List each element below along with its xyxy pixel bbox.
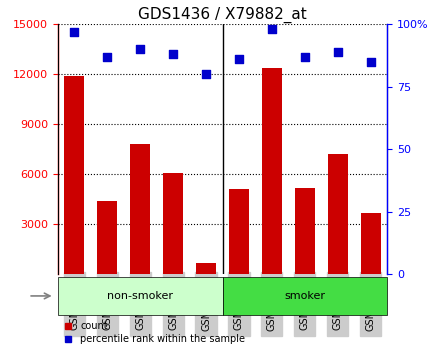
Bar: [196, 263, 216, 275]
Point: [202, 71, 210, 77]
Bar: [328, 154, 348, 275]
Point: [137, 47, 144, 52]
Point: [268, 27, 275, 32]
Title: GDS1436 / X79882_at: GDS1436 / X79882_at: [138, 7, 307, 23]
FancyBboxPatch shape: [222, 277, 387, 315]
Point: [170, 51, 177, 57]
Bar: [65, 76, 84, 275]
Point: [367, 59, 374, 65]
Point: [334, 49, 341, 55]
Bar: [229, 189, 249, 275]
Point: [71, 29, 78, 34]
Text: smoker: smoker: [284, 291, 325, 301]
Bar: [130, 144, 150, 275]
Point: [301, 54, 308, 59]
Bar: [295, 188, 315, 275]
Text: non-smoker: non-smoker: [107, 291, 173, 301]
Bar: [163, 173, 183, 275]
Point: [235, 57, 243, 62]
Point: [104, 54, 111, 59]
Bar: [97, 201, 117, 275]
Bar: [262, 68, 282, 275]
FancyBboxPatch shape: [58, 277, 222, 315]
Legend: count, percentile rank within the sample: count, percentile rank within the sample: [63, 322, 245, 344]
Bar: [361, 213, 380, 275]
